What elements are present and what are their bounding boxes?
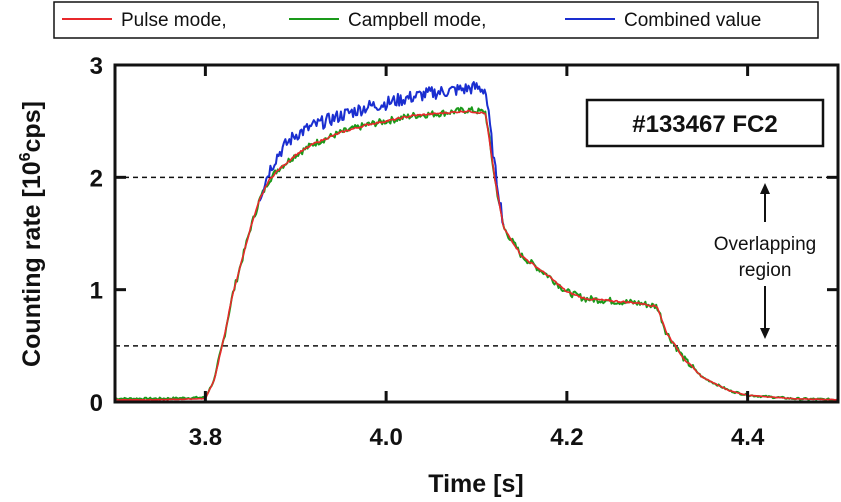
series-group xyxy=(114,81,839,402)
legend: Pulse mode, Campbell mode, Combined valu… xyxy=(53,1,819,39)
y-axis-title-main: Counting rate [10 xyxy=(18,161,46,367)
legend-item-combined: Combined value xyxy=(565,10,761,31)
plot-frame xyxy=(113,63,840,404)
shot-label-text: #133467 FC2 xyxy=(632,111,777,138)
legend-label-pulse: Pulse mode, xyxy=(121,10,227,31)
legend-label-combined: Combined value xyxy=(624,10,761,31)
arrow-down-icon xyxy=(760,328,770,339)
y-tick-label-3: 3 xyxy=(90,53,103,80)
y-axis: 0 1 2 3 xyxy=(90,53,838,417)
x-axis: 3.8 4.0 4.2 4.4 xyxy=(189,65,765,451)
x-tick-label-2: 4.2 xyxy=(550,424,583,451)
overlap-label-line2: region xyxy=(739,260,792,281)
series-line-combined xyxy=(258,81,505,226)
x-tick-label-1: 4.0 xyxy=(369,424,402,451)
legend-label-campbell: Campbell mode, xyxy=(348,10,486,31)
y-axis-title-superscript: 6 xyxy=(17,152,34,161)
x-axis-title: Time [s] xyxy=(428,470,523,498)
series-line-pulse xyxy=(114,109,839,401)
y-tick-label-1: 1 xyxy=(90,278,103,305)
y-axis-title-tail: cps] xyxy=(18,101,46,152)
y-tick-label-0: 0 xyxy=(90,390,103,417)
arrow-up-icon xyxy=(760,183,770,194)
legend-box xyxy=(53,1,819,39)
shot-label: #133467 FC2 xyxy=(585,98,825,148)
overlap-label-line1: Overlapping xyxy=(714,234,816,255)
y-axis-title: Counting rate [106cps] xyxy=(17,101,46,367)
overlap-annotation: Overlapping region xyxy=(714,183,816,339)
x-tick-label-3: 4.4 xyxy=(731,424,765,451)
y-tick-label-2: 2 xyxy=(90,165,103,192)
legend-item-pulse: Pulse mode, xyxy=(62,10,227,31)
shot-label-box xyxy=(585,98,825,148)
legend-item-campbell: Campbell mode, xyxy=(289,10,486,31)
x-tick-label-0: 3.8 xyxy=(189,424,222,451)
